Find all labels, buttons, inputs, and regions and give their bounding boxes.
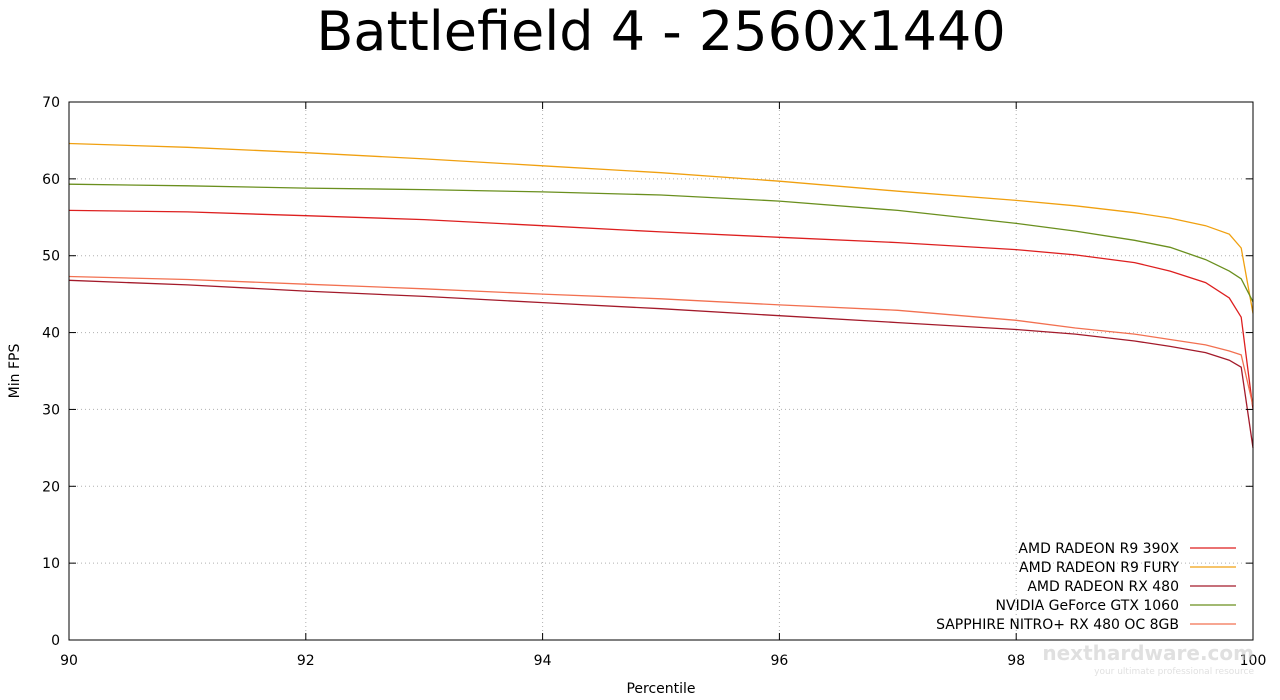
legend-label-3: AMD RADEON RX 480 <box>1027 579 1179 595</box>
axis-ticks: 90 92 94 96 98 100 0 10 20 30 40 50 60 70 <box>42 95 1266 669</box>
y-tick-label: 0 <box>51 633 60 649</box>
watermark-tagline: your ultimate professional resource <box>1094 667 1254 677</box>
x-axis-label: Percentile <box>626 681 695 697</box>
y-tick-label: 50 <box>42 249 60 265</box>
series-line-3 <box>68 279 1254 448</box>
y-tick-label: 30 <box>42 402 60 418</box>
series-line-2 <box>68 142 1254 314</box>
legend-label-2: AMD RADEON R9 FURY <box>1019 560 1179 576</box>
legend: AMD RADEON R9 390X AMD RADEON R9 FURY AMD … <box>936 541 1236 633</box>
x-tick-label: 94 <box>534 653 552 669</box>
x-tick-label: 96 <box>770 653 788 669</box>
plot-frame <box>68 101 1254 641</box>
chart-title: Battlefield 4 - 2560x1440 <box>316 0 1005 63</box>
legend-label-4: NVIDIA GeForce GTX 1060 <box>996 598 1179 614</box>
y-tick-label: 40 <box>42 326 60 342</box>
legend-label-1: AMD RADEON R9 390X <box>1018 541 1179 557</box>
series-line-4 <box>68 183 1254 303</box>
watermark-brand: nexthardware.com <box>1042 641 1254 665</box>
grid-lines <box>69 102 1253 640</box>
y-axis-label: Min FPS <box>7 344 23 399</box>
series-line-1 <box>68 209 1254 410</box>
y-tick-label: 20 <box>42 479 60 495</box>
x-tick-label: 92 <box>297 653 315 669</box>
series-line-5 <box>68 275 1254 406</box>
y-tick-label: 70 <box>42 95 60 111</box>
x-tick-label: 100 <box>1240 653 1267 669</box>
x-tick-label: 98 <box>1007 653 1025 669</box>
x-tick-label: 90 <box>60 653 78 669</box>
y-tick-label: 10 <box>42 556 60 572</box>
watermark: nexthardware.com your ultimate professio… <box>1042 641 1254 677</box>
legend-label-5: SAPPHIRE NITRO+ RX 480 OC 8GB <box>936 617 1179 633</box>
series-lines <box>68 142 1254 448</box>
y-tick-label: 60 <box>42 172 60 188</box>
